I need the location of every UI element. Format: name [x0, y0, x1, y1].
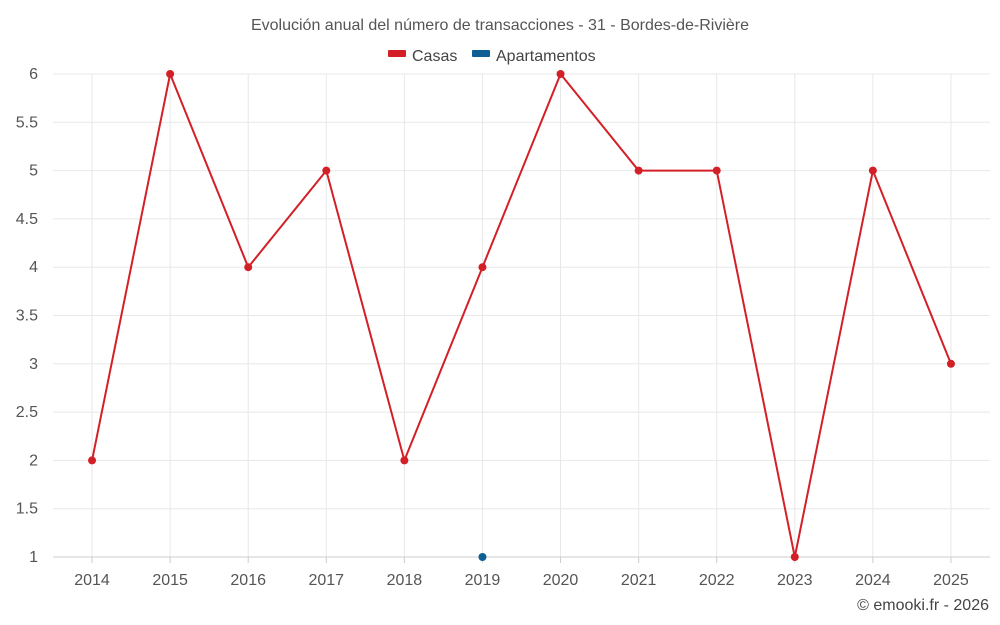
- data-point-apartamentos-2019[interactable]: [478, 553, 487, 561]
- x-tick-label: 2024: [855, 572, 891, 589]
- y-tick-label: 5: [29, 163, 38, 180]
- credit-text: © emooki.fr - 2026: [857, 597, 989, 614]
- x-tick-label: 2020: [543, 572, 579, 589]
- y-tick-label: 5.5: [16, 114, 38, 131]
- data-point-casas-2015[interactable]: [166, 70, 175, 78]
- data-point-casas-2021[interactable]: [634, 166, 643, 175]
- data-point-casas-2020[interactable]: [556, 70, 565, 78]
- x-tick-label: 2015: [152, 572, 188, 589]
- y-tick-label: 1: [29, 549, 38, 566]
- data-point-casas-2014[interactable]: [88, 456, 97, 465]
- legend-swatch-apartamentos: [472, 50, 490, 57]
- legend-label-casas[interactable]: Casas: [412, 48, 457, 65]
- y-tick-label: 4.5: [16, 211, 38, 228]
- data-point-casas-2019[interactable]: [478, 263, 487, 272]
- y-tick-label: 1.5: [16, 501, 38, 518]
- legend: Casas Apartamentos: [388, 48, 596, 65]
- legend-label-apartamentos[interactable]: Apartamentos: [496, 48, 596, 65]
- data-point-casas-2017[interactable]: [322, 166, 331, 175]
- x-tick-label: 2025: [933, 572, 969, 589]
- data-point-casas-2016[interactable]: [244, 263, 253, 272]
- data-point-casas-2022[interactable]: [712, 166, 721, 175]
- y-tick-label: 2.5: [16, 404, 38, 421]
- series: [88, 70, 955, 561]
- x-tick-label: 2014: [74, 572, 110, 589]
- y-tick-label: 4: [29, 259, 38, 276]
- grid: [53, 73, 990, 558]
- data-point-casas-2024[interactable]: [868, 166, 877, 175]
- y-tick-label: 6: [29, 66, 38, 83]
- x-tick-label: 2018: [387, 572, 423, 589]
- series-line-casas: [91, 73, 952, 558]
- data-point-casas-2023[interactable]: [790, 553, 799, 561]
- x-tick-label: 2022: [699, 572, 735, 589]
- x-tick-label: 2019: [465, 572, 501, 589]
- legend-swatch-casas: [388, 50, 406, 57]
- x-tick-label: 2017: [308, 572, 344, 589]
- axes: 1 1.5 2 2.5 3 3.5 4 4.5 5 5.5 6 2014 2015 2016 2017 201…: [16, 66, 990, 589]
- x-tick-label: 2016: [230, 572, 266, 589]
- y-tick-label: 2: [29, 452, 38, 469]
- x-tick-label: 2023: [777, 572, 813, 589]
- data-point-casas-2018[interactable]: [400, 456, 409, 465]
- y-tick-label: 3: [29, 356, 38, 373]
- x-tick-label: 2021: [621, 572, 657, 589]
- data-point-casas-2025[interactable]: [946, 359, 955, 368]
- y-tick-label: 3.5: [16, 308, 38, 325]
- chart-title: Evolución anual del número de transaccio…: [251, 17, 749, 34]
